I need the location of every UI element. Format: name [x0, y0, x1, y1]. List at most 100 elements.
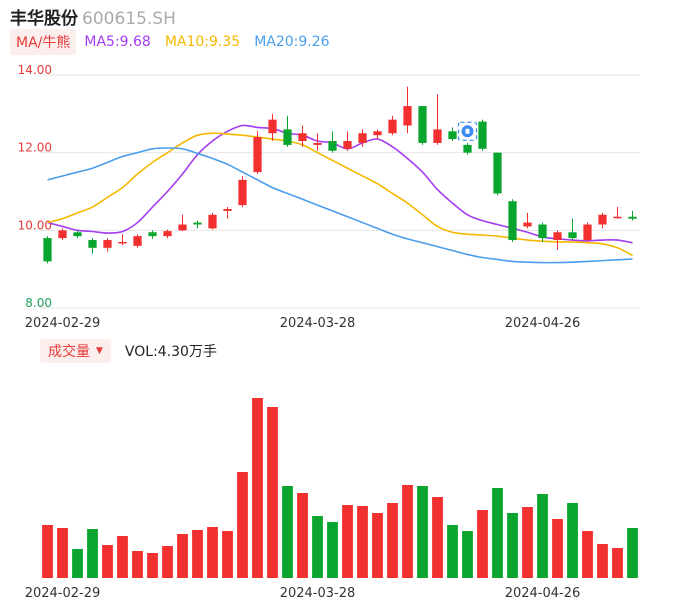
candle-up	[223, 207, 232, 219]
volume-bar-down	[447, 525, 458, 578]
candle-down	[478, 119, 487, 151]
candle-down	[538, 222, 547, 242]
candle-body	[433, 129, 442, 143]
volume-bar-up	[522, 507, 533, 578]
volume-x-tick-label: 2024-04-26	[505, 586, 581, 601]
candle-down	[328, 131, 337, 153]
caret-down-icon: ▼	[96, 346, 103, 356]
candle-body	[58, 230, 67, 239]
candle-up	[298, 125, 307, 147]
candle-up	[343, 131, 352, 151]
ma5-line	[47, 124, 633, 244]
candle-body	[313, 142, 322, 145]
stock-code: 600615.SH	[82, 9, 176, 29]
candle-down	[73, 230, 82, 239]
price-x-axis: 2024-02-29 2024-03-28 2024-04-26	[25, 316, 581, 331]
ma5-legend-label: MA5:9.68	[84, 34, 151, 50]
volume-bar-down	[417, 486, 428, 578]
volume-bar-down	[462, 531, 473, 578]
stock-name: 丰华股份	[10, 9, 78, 29]
candle-body	[178, 224, 187, 231]
ma20-line	[47, 147, 633, 264]
price-x-tick-label: 2024-02-29	[25, 316, 101, 331]
volume-bar-up	[57, 528, 68, 578]
volume-bar-up	[132, 551, 143, 578]
candle-body	[388, 119, 397, 134]
volume-header: 成交量 ▼ VOL:4.30万手	[40, 339, 217, 363]
candle-body	[628, 216, 637, 219]
volume-indicator-label: 成交量	[48, 344, 90, 360]
candle-up	[178, 214, 187, 232]
volume-bars	[42, 398, 638, 578]
volume-bar-up	[267, 407, 278, 578]
price-x-tick-label: 2024-03-28	[280, 316, 356, 331]
candle-down	[628, 210, 637, 221]
volume-x-tick-label: 2024-03-28	[280, 586, 356, 601]
volume-bar-up	[372, 513, 383, 578]
volume-bar-up	[582, 531, 593, 578]
candle-up	[403, 86, 412, 134]
ma-legend: MA/牛熊 MA5:9.68 MA10:9.35 MA20:9.26	[10, 29, 344, 55]
candle-body	[463, 144, 472, 153]
candle-body	[223, 208, 232, 211]
volume-bar-up	[237, 472, 248, 578]
candle-body	[523, 222, 532, 227]
candle-up	[523, 212, 532, 229]
volume-bar-up	[177, 534, 188, 578]
candle-up	[58, 228, 67, 241]
volume-bar-up	[102, 545, 113, 578]
volume-bar-up	[342, 505, 353, 578]
ma20-legend-label: MA20:9.26	[254, 34, 330, 50]
candle-body	[478, 121, 487, 149]
volume-bar-down	[507, 513, 518, 578]
volume-indicator-dropdown[interactable]: 成交量 ▼	[40, 339, 111, 363]
candlesticks	[43, 86, 637, 264]
candle-up	[433, 94, 442, 145]
volume-bar-down	[627, 528, 638, 578]
candle-body	[328, 141, 337, 151]
candle-body	[43, 238, 52, 262]
candle-up	[268, 113, 277, 142]
candle-body	[73, 232, 82, 237]
candle-body	[88, 240, 97, 248]
candle-body	[553, 232, 562, 241]
candle-up	[388, 115, 397, 136]
candle-up	[103, 238, 112, 252]
candle-down	[463, 142, 472, 155]
candle-body	[133, 236, 142, 246]
volume-bar-up	[207, 527, 218, 578]
candle-body	[538, 224, 547, 239]
candle-down	[193, 220, 202, 229]
y-tick-label: 10.00	[18, 218, 52, 232]
volume-bar-down	[567, 503, 578, 578]
candle-body	[448, 131, 457, 140]
volume-bar-down	[282, 486, 293, 578]
volume-bar-down	[72, 549, 83, 578]
candle-up	[373, 129, 382, 140]
volume-bar-up	[117, 536, 128, 578]
candle-body	[343, 141, 352, 149]
candle-body	[508, 201, 517, 241]
candle-body	[253, 137, 262, 173]
marker-badge	[457, 121, 478, 141]
price-x-tick-label: 2024-04-26	[505, 316, 581, 331]
candle-up	[358, 129, 367, 147]
volume-x-tick-label: 2024-02-29	[25, 586, 101, 601]
volume-bar-up	[42, 525, 53, 578]
candle-body	[148, 232, 157, 237]
candle-body	[598, 214, 607, 225]
ma10-legend-label: MA10:9.35	[164, 34, 241, 50]
candle-up	[238, 175, 247, 208]
candle-up	[613, 207, 622, 219]
candle-body	[298, 133, 307, 142]
candle-body	[403, 106, 412, 126]
highlight-marker-icon[interactable]	[457, 121, 478, 141]
ma-indicator-tab[interactable]: MA/牛熊	[10, 29, 77, 55]
marker-frame	[457, 121, 478, 141]
candle-body	[193, 222, 202, 225]
stock-title: 丰华股份 600615.SH	[10, 4, 176, 29]
volume-bar-down	[327, 522, 338, 578]
candle-up	[598, 212, 607, 229]
candle-up	[163, 229, 172, 239]
